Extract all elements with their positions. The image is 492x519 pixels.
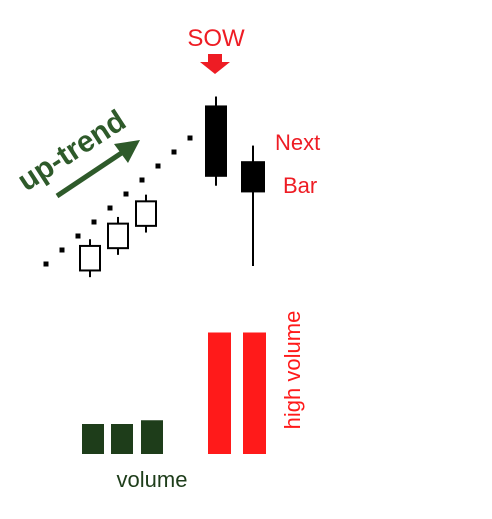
uptrend-dot [75,233,81,239]
high-volume-bar [243,332,266,454]
candles [79,96,265,278]
next-bar-label-line1: Next [275,130,320,155]
uptrend-dots [43,135,193,267]
low-volume-bar [111,424,133,454]
uptrend-dot [123,191,129,197]
uptrend-dot [139,177,145,183]
sow-arrow [200,54,230,74]
volume-label: volume [117,467,188,492]
candle-body [79,244,101,272]
candle-body [107,222,129,250]
uptrend-dot [43,261,49,267]
uptrend-dot [187,135,193,141]
next-bar-label-line2: Bar [283,173,317,198]
uptrend-arrow [55,140,140,199]
sow-label: SOW [187,25,245,52]
high-volume-bar [208,332,231,454]
uptrend-dot [171,149,177,155]
sow-bar-body [205,105,227,177]
candle-body [135,200,157,227]
uptrend-dot [155,163,161,169]
uptrend-dot [107,205,113,211]
uptrend-dot [91,219,97,225]
next-bar-body [241,161,265,193]
high-volume-label: high volume [280,311,305,430]
low-volume-bar [141,420,163,454]
volume-bars [82,332,266,454]
low-volume-bar [82,424,104,454]
uptrend-dot [59,247,65,253]
